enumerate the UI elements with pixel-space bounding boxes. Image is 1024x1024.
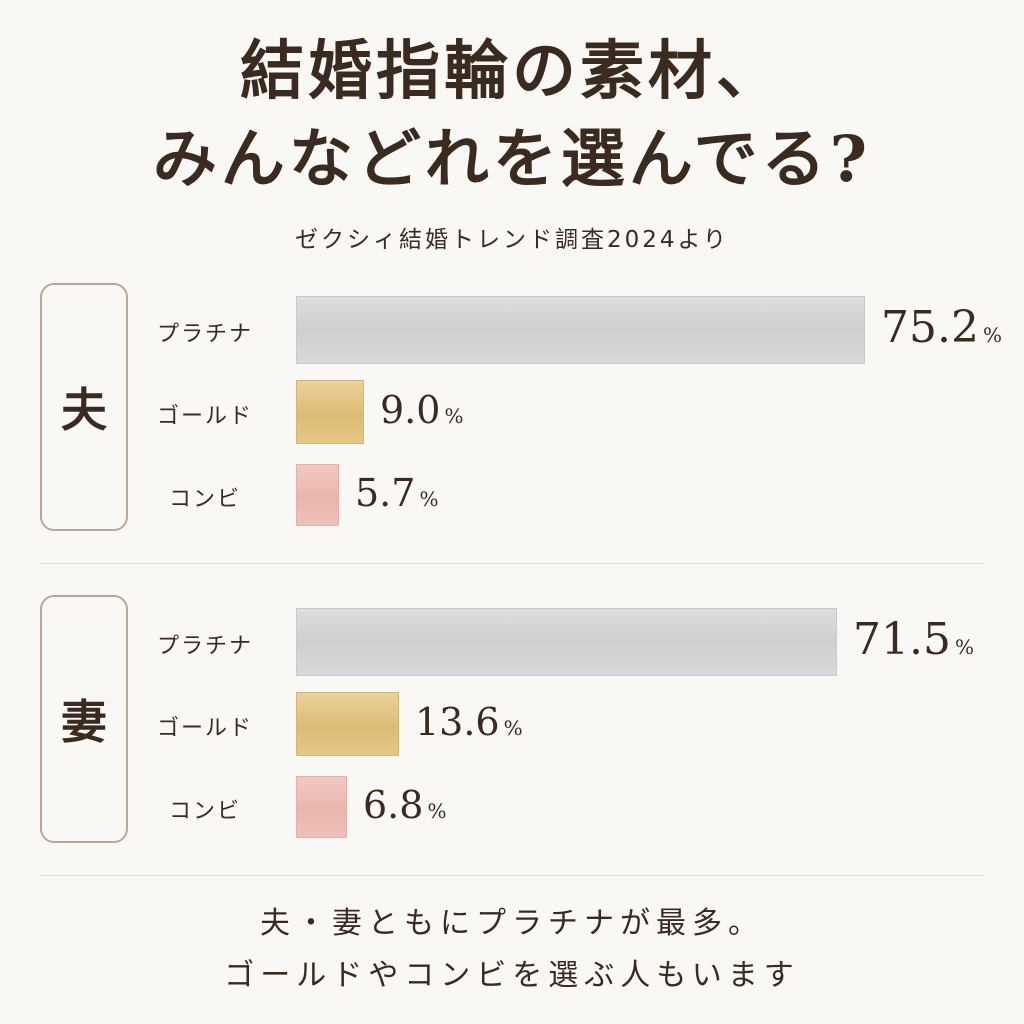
page-title: 結婚指輪の素材、 みんなどれを選んでる? [0, 28, 1024, 204]
category-label-gold: ゴールド [156, 716, 253, 741]
summary-text: 夫・妻ともにプラチナが最多。 ゴールドやコンビを選ぶ人もいます [0, 898, 1024, 1002]
summary-line-2: ゴールドやコンビを選ぶ人もいます [224, 958, 800, 993]
category-label-gold: ゴールド [156, 404, 253, 429]
summary-line-1: 夫・妻ともにプラチナが最多。 [260, 906, 764, 941]
data-label-husband-combi: 5.7% [355, 471, 439, 515]
category-label-platinum: プラチナ [156, 634, 253, 659]
group-label-wife: 妻 [40, 595, 128, 843]
title-line-1: 結婚指輪の素材、 [240, 34, 784, 109]
title-line-2: みんなどれを選んでる? [152, 122, 872, 197]
data-label-wife-combi: 6.8% [363, 783, 447, 827]
data-label-wife-platinum: 71.5% [853, 614, 974, 665]
bar-husband-platinum [296, 296, 865, 364]
bar-husband-gold [296, 380, 364, 444]
bar-husband-combi [296, 464, 339, 526]
group-label-husband: 夫 [40, 283, 128, 531]
bar-wife-gold [296, 692, 399, 756]
data-label-husband-gold: 9.0% [380, 388, 464, 432]
data-label-wife-gold: 13.6% [415, 700, 523, 744]
category-label-platinum: プラチナ [156, 322, 253, 347]
section-divider [40, 563, 984, 564]
bar-wife-platinum [296, 608, 837, 676]
data-label-husband-platinum: 75.2% [881, 302, 1002, 353]
section-divider [40, 875, 984, 876]
category-label-combi: コンビ [168, 799, 241, 824]
category-label-combi: コンビ [168, 487, 241, 512]
bar-wife-combi [296, 776, 347, 838]
subtitle: ゼクシィ結婚トレンド調査2024より [294, 227, 730, 253]
